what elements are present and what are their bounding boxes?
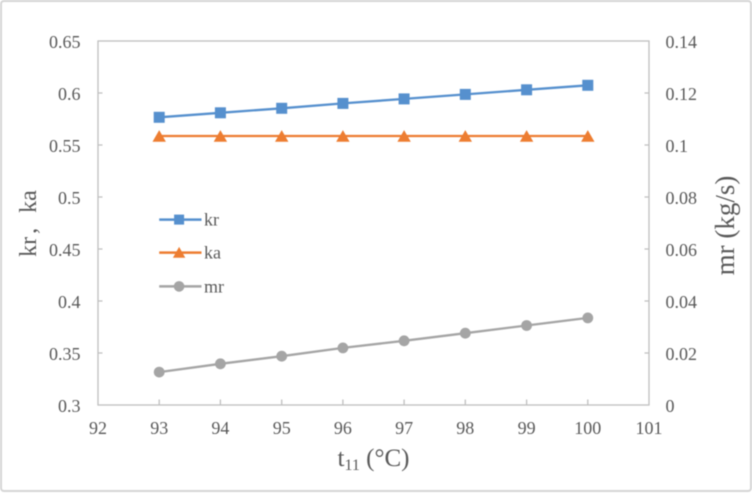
svg-text:0.04: 0.04 [666,292,698,312]
svg-text:0.14: 0.14 [666,32,698,52]
svg-text:97: 97 [395,418,413,438]
svg-text:0.12: 0.12 [666,84,698,104]
svg-text:100: 100 [574,418,601,438]
svg-text:0.4: 0.4 [58,292,81,312]
svg-text:0.08: 0.08 [666,188,698,208]
svg-text:mr (kg/s): mr (kg/s) [710,176,740,276]
svg-text:0.45: 0.45 [49,240,81,260]
svg-text:0.65: 0.65 [49,32,81,52]
svg-text:0.5: 0.5 [58,188,81,208]
svg-text:98: 98 [456,418,474,438]
svg-text:0.3: 0.3 [58,396,81,416]
svg-text:0.06: 0.06 [666,240,698,260]
svg-text:95: 95 [273,418,291,438]
svg-text:96: 96 [334,418,352,438]
svg-text:93: 93 [150,418,168,438]
svg-text:0.35: 0.35 [49,344,81,364]
svg-text:92: 92 [89,418,107,438]
svg-text:0.55: 0.55 [49,136,81,156]
svg-text:101: 101 [636,418,663,438]
svg-text:ka: ka [204,243,221,263]
svg-text:kr: kr [204,210,219,230]
svg-text:99: 99 [518,418,536,438]
svg-text:0.02: 0.02 [666,344,698,364]
svg-text:0.1: 0.1 [666,136,689,156]
svg-text:t11 (°C): t11 (°C) [338,445,410,474]
svg-text:0.6: 0.6 [58,84,81,104]
svg-text:0: 0 [666,396,675,416]
svg-text:94: 94 [211,418,229,438]
svg-text:mr: mr [204,276,224,296]
